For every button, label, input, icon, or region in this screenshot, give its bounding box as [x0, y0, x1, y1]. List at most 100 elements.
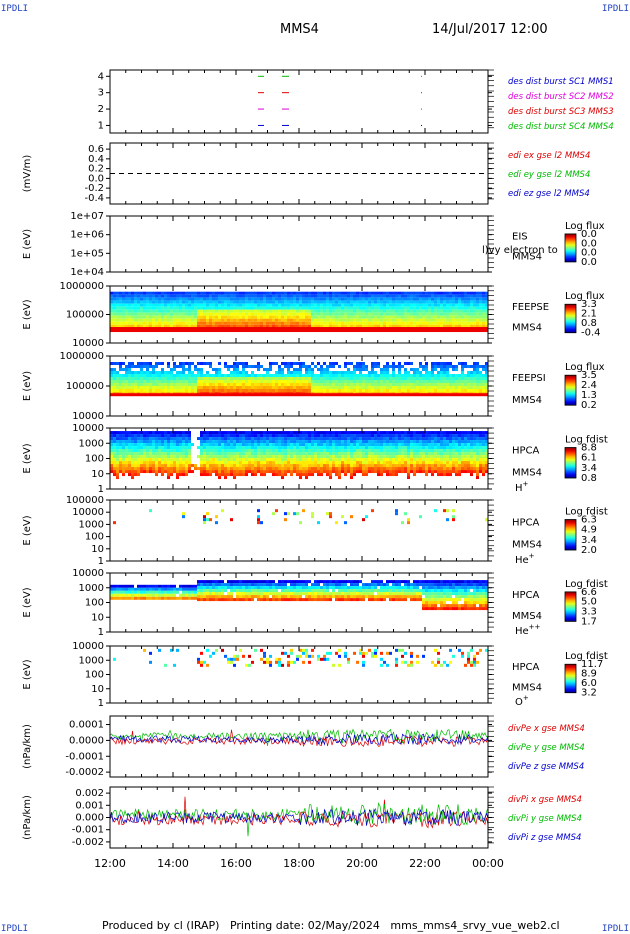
legend-divpi-2: divPi z gse MMS4	[508, 833, 581, 843]
ytick-burst-3: 1	[98, 120, 104, 131]
colorbar-tick-hpca_he-2: 3.4	[581, 535, 597, 546]
species-label-hpca_o: O+	[515, 694, 529, 708]
ytick-feepse-0: 1000000	[59, 281, 104, 292]
legend-divpi-1: divPi y gse MMS4	[508, 814, 582, 824]
colorbar-tick-hpca_o-0: 11.7	[581, 659, 603, 670]
ytick-divpe-1: 0.0000	[69, 735, 104, 746]
colorbar-hpca_h	[564, 447, 577, 479]
colorbar-tick-feepsi-3: 0.2	[581, 400, 597, 411]
colorbar-tick-feepse-0: 3.3	[581, 299, 597, 310]
ytick-eis-3: 1e+04	[70, 267, 104, 278]
spacecraft-label-feepse: MMS4	[512, 322, 542, 333]
corner-label-tl: IPDLI	[1, 4, 29, 14]
ytick-divpe-2: -0.0001	[65, 751, 104, 762]
ytick-hpca_hepp-2: 100	[85, 598, 104, 609]
legend-burst-1: des dist burst SC2 MMS2	[508, 92, 614, 102]
species-label-hpca_hepp: He++	[515, 623, 541, 637]
colorbar-tick-hpca_o-1: 8.9	[581, 669, 597, 680]
ytick-divpi-3: -0.001	[72, 825, 104, 836]
species-charge-hpca_o: +	[523, 694, 529, 702]
xtick-1: 14:00	[157, 857, 189, 870]
ytick-hpca_hepp-3: 10	[91, 612, 104, 623]
ytick-feepsi-2: 10000	[72, 411, 104, 422]
colorbar-title-hpca_h: Log fdist	[565, 435, 608, 446]
colorbar-tick-eis-3: 0.0	[581, 257, 597, 268]
colorbar-tick-feepsi-2: 1.3	[581, 390, 597, 401]
instrument-label-hpca_o: HPCA	[512, 662, 540, 673]
legend-burst-0: des dist burst SC1 MMS1	[508, 77, 614, 87]
panel-edi	[106, 142, 494, 205]
colorbar-tick-hpca_hepp-2: 3.3	[581, 607, 597, 618]
legend-divpe-2: divPe z gse MMS4	[508, 762, 584, 772]
ylabel-divpi: (nPa/km)	[22, 795, 33, 840]
ylabel-hpca_o: E (eV)	[22, 659, 33, 689]
spacecraft-label-feepsi: MMS4	[512, 395, 542, 406]
ytick-hpca_h-1: 1000	[79, 438, 104, 449]
panel-burst	[106, 69, 494, 134]
ytick-divpi-4: -0.002	[72, 837, 104, 848]
ytick-divpe-0: 0.0001	[69, 720, 104, 731]
colorbar-tick-hpca_o-2: 6.0	[581, 678, 597, 689]
ytick-edi-0: 0.6	[88, 144, 104, 155]
colorbar-hpca_o	[564, 663, 577, 694]
spacecraft-title: MMS4	[280, 22, 319, 37]
colorbar-tick-hpca_hepp-3: 1.7	[581, 616, 597, 627]
legend-burst-3: des dist burst SC4 MMS4	[508, 122, 614, 132]
spacecraft-label-hpca_he: MMS4	[512, 540, 542, 551]
panel-feepse	[106, 285, 577, 344]
colorbar-tick-hpca_o-3: 3.2	[581, 688, 597, 699]
panel-frame-eis	[109, 215, 489, 273]
ytick-edi-4: -0.2	[84, 183, 104, 194]
legend-edi-2: edi ez gse l2 MMS4	[508, 189, 590, 199]
panel-hpca_o	[106, 645, 577, 704]
panel-hpca_hepp	[106, 572, 577, 633]
spacecraft-label-hpca_o: MMS4	[512, 682, 542, 693]
colorbar-tick-hpca_h-0: 8.8	[581, 443, 597, 454]
corner-label-bl: IPDLI	[1, 924, 29, 934]
colorbar-tick-feepse-1: 2.1	[581, 309, 597, 320]
xtick-2: 16:00	[220, 857, 252, 870]
ytick-eis-1: 1e+06	[70, 230, 104, 241]
ylabel-hpca_hepp: E (eV)	[22, 587, 33, 617]
xtick-3: 18:00	[283, 857, 315, 870]
ytick-hpca_he-4: 10	[91, 544, 104, 555]
colorbar-tick-hpca_h-3: 0.8	[581, 473, 597, 484]
panel-frame-hpca_o	[109, 645, 489, 704]
ytick-hpca_h-0: 10000	[72, 423, 104, 434]
ylabel-feepse: E (eV)	[22, 299, 33, 329]
ytick-hpca_he-2: 1000	[79, 519, 104, 530]
ytick-hpca_hepp-0: 10000	[72, 568, 104, 579]
ytick-burst-0: 4	[98, 71, 104, 82]
ytick-hpca_o-4: 1	[98, 698, 104, 709]
colorbar-tick-feepsi-1: 2.4	[581, 380, 597, 391]
ytick-hpca_he-3: 100	[85, 532, 104, 543]
corner-label-tr: IPDLI	[602, 4, 630, 14]
instrument-label-eis: EIS	[512, 232, 528, 243]
colorbar-tick-hpca_hepp-0: 6.6	[581, 587, 597, 598]
legend-divpe-0: divPe x gse MMS4	[508, 724, 585, 734]
colorbar-tick-hpca_h-2: 3.4	[581, 463, 597, 474]
panel-hpca_he	[106, 499, 577, 562]
panel-frame-divpe	[109, 715, 489, 778]
ytick-hpca_o-1: 1000	[79, 655, 104, 666]
panel-frame-burst	[109, 69, 489, 134]
colorbar-title-feepsi: Log flux	[565, 362, 605, 373]
overlay-label-eis: l)vy electron to	[482, 245, 558, 256]
instrument-label-hpca_hepp: HPCA	[512, 590, 540, 601]
colorbar-tick-eis-2: 0.0	[581, 248, 597, 259]
colorbar-feepse	[564, 303, 577, 334]
panel-feepsi	[106, 355, 577, 417]
ytick-hpca_hepp-4: 1	[98, 627, 104, 638]
species-label-hpca_he: He+	[515, 552, 535, 566]
colorbar-tick-hpca_he-0: 6.3	[581, 515, 597, 526]
ytick-edi-2: 0.2	[88, 164, 104, 175]
legend-edi-0: edi ex gse l2 MMS4	[508, 151, 590, 161]
colorbar-title-feepse: Log flux	[565, 291, 605, 302]
colorbar-tick-hpca_h-1: 6.1	[581, 453, 597, 464]
legend-burst-2: des dist burst SC3 MMS3	[508, 107, 614, 117]
species-charge-hpca_hepp: ++	[529, 623, 541, 631]
ytick-hpca_o-3: 10	[91, 684, 104, 695]
ytick-hpca_o-0: 10000	[72, 641, 104, 652]
colorbar-title-hpca_he: Log fdist	[565, 507, 608, 518]
